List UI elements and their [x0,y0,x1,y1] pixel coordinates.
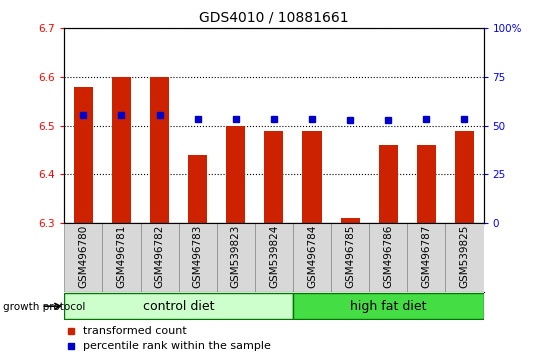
Text: GSM539824: GSM539824 [269,225,279,289]
Bar [217,223,255,292]
Text: GSM496783: GSM496783 [193,225,203,289]
Bar [188,155,207,223]
Bar [150,77,169,223]
Text: GSM496781: GSM496781 [116,225,126,289]
Text: GSM496786: GSM496786 [383,225,393,289]
Text: GSM496782: GSM496782 [155,225,164,289]
Text: transformed count: transformed count [83,326,187,336]
Title: GDS4010 / 10881661: GDS4010 / 10881661 [199,10,349,24]
Bar [140,223,179,292]
Bar [379,145,398,223]
Text: GSM539823: GSM539823 [231,225,241,289]
Text: percentile rank within the sample: percentile rank within the sample [83,341,271,351]
Bar [264,131,283,223]
Bar [455,131,474,223]
Bar [302,131,321,223]
Bar [255,223,293,292]
Bar [417,145,436,223]
Bar [64,293,293,319]
Text: high fat diet: high fat diet [350,300,427,313]
Bar [293,293,484,319]
Bar [112,77,131,223]
Text: control diet: control diet [143,300,214,313]
Bar [226,126,245,223]
Text: growth protocol: growth protocol [3,302,85,312]
Text: GSM496780: GSM496780 [78,225,88,289]
Bar [293,223,331,292]
Bar [446,223,484,292]
Text: GSM496784: GSM496784 [307,225,317,289]
Bar [74,87,93,223]
Bar [331,223,369,292]
Bar [64,223,102,292]
Bar [408,223,446,292]
Text: GSM539825: GSM539825 [459,225,470,289]
Text: GSM496785: GSM496785 [345,225,355,289]
Bar [369,223,408,292]
Text: GSM496787: GSM496787 [421,225,432,289]
Bar [179,223,217,292]
Bar [340,218,359,223]
Bar [102,223,140,292]
